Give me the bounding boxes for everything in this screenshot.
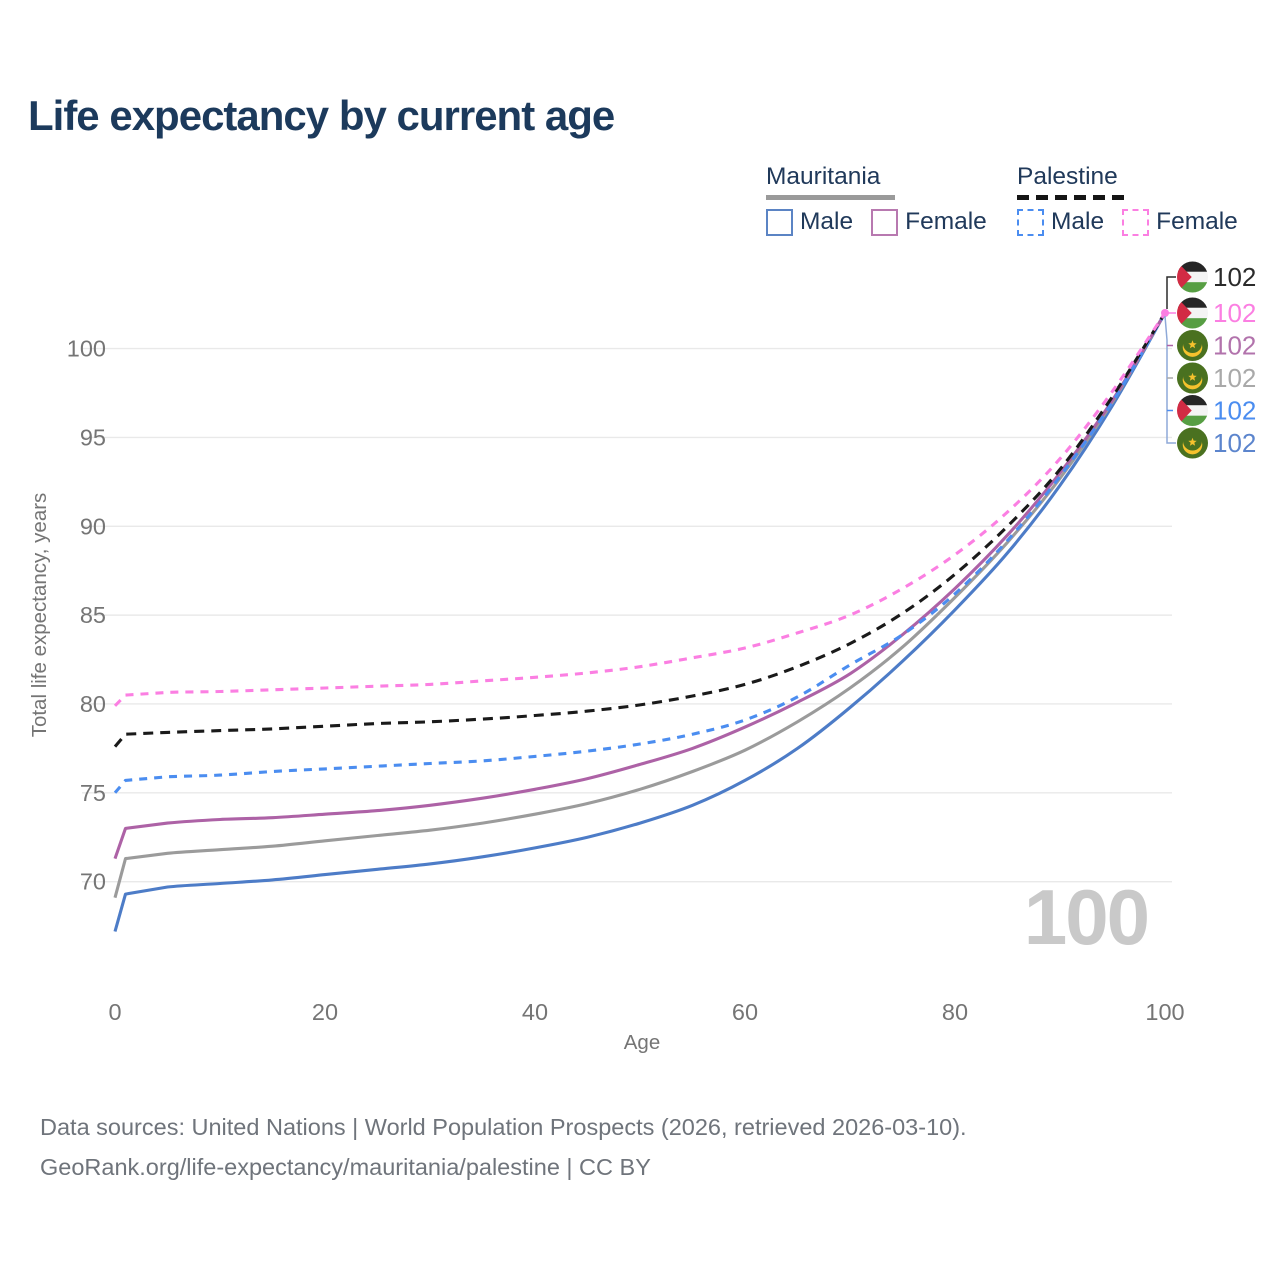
series-line-palestine-total (113, 312, 1167, 748)
footer: Data sources: United Nations | World Pop… (40, 1107, 967, 1187)
y-tick-label: 100 (67, 336, 106, 362)
series-line-mauritania-male (113, 312, 1167, 932)
x-tick-label: 20 (312, 999, 338, 1025)
legend-swatch-mauritania-male-icon[interactable] (766, 208, 793, 236)
legend-swatch-palestine-male-icon[interactable] (1017, 208, 1044, 236)
page-title: Life expectancy by current age (28, 92, 615, 139)
x-tick-label: 100 (1145, 999, 1184, 1025)
y-tick-label: 70 (80, 869, 106, 895)
series-line-mauritania-total (113, 312, 1167, 899)
legend-group-mauritania: Mauritania Male Female (766, 163, 1005, 236)
leader-line (1166, 276, 1176, 309)
legend-swatch-mauritania-female-icon[interactable] (871, 208, 899, 236)
legend-item-palestine-male[interactable]: Male (1051, 208, 1105, 235)
legend-item-mauritania-male[interactable]: Male (800, 208, 854, 235)
flag-palestine-icon (1177, 261, 1208, 293)
y-tick-label: 95 (80, 424, 106, 450)
y-axis-title: Total life expectancy, years (28, 493, 51, 738)
y-tick-label: 85 (80, 602, 106, 628)
series-line-mauritania-female (113, 312, 1167, 860)
end-label-value: 102 (1213, 363, 1256, 393)
leader-line (1164, 315, 1176, 444)
flag-palestine-icon (1177, 395, 1208, 426)
legend-item-palestine-female[interactable]: Female (1156, 208, 1238, 235)
legend-underline-solid-icon (766, 195, 895, 200)
legend-item-mauritania-female[interactable]: Female (905, 208, 987, 235)
end-label-value: 102 (1213, 331, 1256, 361)
series-line-palestine-female (113, 312, 1167, 707)
x-tick-label: 80 (942, 999, 968, 1025)
x-tick-label: 40 (522, 999, 548, 1025)
series-line-palestine-male (113, 312, 1167, 794)
age-watermark: 100 (1024, 873, 1148, 961)
end-label-value: 102 (1213, 298, 1256, 328)
y-tick-label: 75 (80, 780, 106, 806)
end-label-value: 102 (1213, 428, 1256, 458)
flag-mauritania-icon (1177, 427, 1208, 459)
flag-palestine-icon (1177, 297, 1208, 329)
legend-header-mauritania: Mauritania (766, 163, 881, 190)
footer-data-sources: Data sources: United Nations | World Pop… (40, 1114, 967, 1140)
legend-underline-dashed-icon (1017, 195, 1127, 200)
flag-mauritania-icon (1177, 362, 1208, 394)
y-tick-label: 90 (80, 513, 106, 539)
end-label-value: 102 (1213, 262, 1256, 292)
legend-header-palestine: Palestine (1017, 163, 1118, 190)
footer-attribution: GeoRank.org/life-expectancy/mauritania/p… (40, 1154, 651, 1180)
x-tick-label: 60 (732, 999, 758, 1025)
end-label-value: 102 (1213, 396, 1256, 426)
y-tick-label: 80 (80, 691, 106, 717)
legend-group-palestine: Palestine Male Female (1017, 163, 1256, 236)
legend-swatch-palestine-female-icon[interactable] (1122, 208, 1150, 236)
convergence-dot-icon (1161, 309, 1169, 317)
x-tick-label: 0 (108, 999, 121, 1025)
flag-mauritania-icon (1177, 330, 1208, 361)
x-axis-title: Age (624, 1031, 660, 1054)
